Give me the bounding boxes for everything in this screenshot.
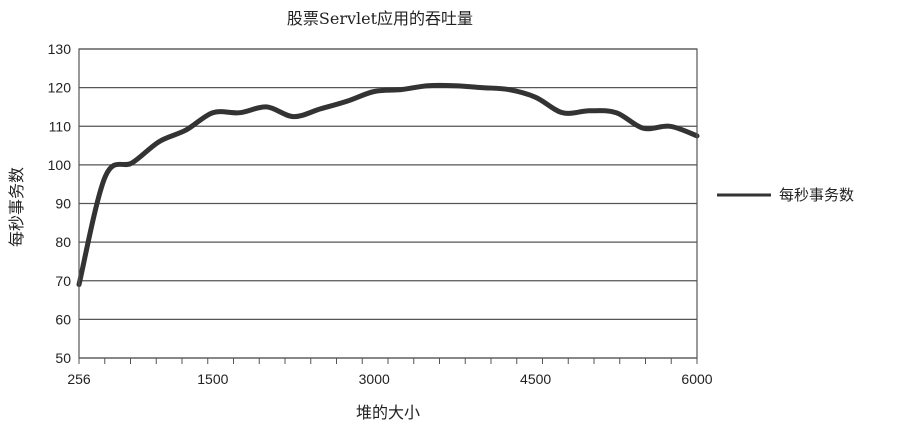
- y-tick-label: 60: [55, 311, 71, 327]
- x-tick-label: 3000: [359, 371, 390, 387]
- plot-frame: [78, 48, 698, 359]
- y-tick-label: 130: [48, 41, 72, 57]
- y-tick-label: 110: [49, 118, 72, 134]
- y-tick-label: 70: [55, 273, 71, 289]
- x-tick-label: 1500: [197, 371, 228, 387]
- chart-title: 股票Servlet应用的吞吐量: [287, 9, 473, 28]
- x-tick-label: 4500: [520, 371, 551, 387]
- y-tick-label: 100: [48, 157, 72, 173]
- x-tick-labels: 256 1500 3000 4500 6000: [67, 371, 712, 387]
- x-minor-ticks: [78, 358, 698, 364]
- y-tick-label: 120: [48, 80, 72, 96]
- x-tick-label: 256: [67, 371, 91, 387]
- y-tick-label: 50: [55, 350, 71, 366]
- y-axis-title: 每秒事务数: [7, 167, 26, 247]
- x-axis-title: 堆的大小: [356, 403, 420, 422]
- x-tick-label: 6000: [681, 371, 712, 387]
- gridlines: [79, 48, 697, 359]
- y-tick-label: 90: [55, 196, 71, 212]
- legend: 每秒事务数: [717, 186, 854, 204]
- series-line-tps: [76, 82, 700, 288]
- y-tick-label: 80: [55, 234, 71, 250]
- y-tick-labels: 50 60 70 80 90 100 110 120 130: [48, 41, 72, 366]
- legend-label: 每秒事务数: [779, 186, 854, 204]
